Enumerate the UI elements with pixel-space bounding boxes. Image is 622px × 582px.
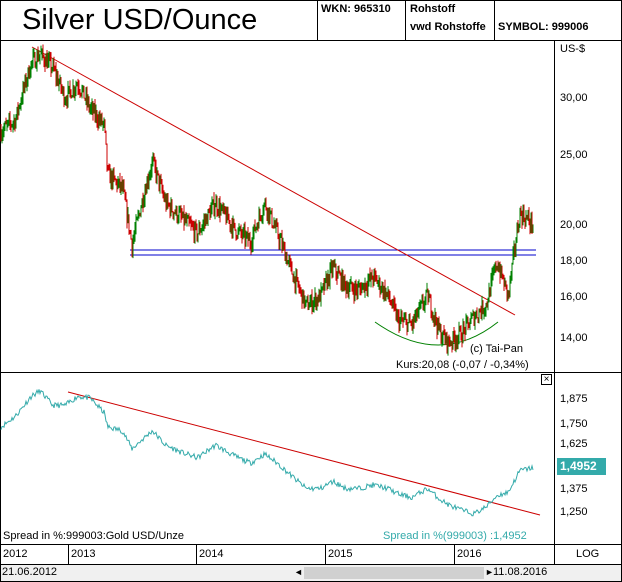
year-divider: [325, 545, 326, 564]
price-tick-label: 30,00: [560, 92, 588, 104]
spread-trendline: [67, 391, 541, 516]
category-label-1: Rohstoff: [410, 3, 456, 15]
price-plot: (c) Tai-Pan Kurs:20,08 (-0,07 / -0,34%): [0, 44, 536, 371]
start-date-label: 21.06.2012: [2, 566, 58, 578]
spread-tick-label: 1,750: [560, 418, 588, 430]
end-date-label: 11.08.2016: [493, 566, 548, 578]
close-panel-button[interactable]: ×: [541, 374, 552, 385]
price-tick-label: 20,00: [560, 219, 588, 231]
year-divider: [196, 545, 197, 564]
copyright-text: (c) Tai-Pan: [470, 343, 523, 355]
spread-tick-label: 1,250: [560, 506, 588, 518]
price-axis-divider: [554, 40, 555, 373]
spread-tick-label: 1,625: [560, 438, 588, 450]
price-tick-label: 18,00: [560, 255, 588, 267]
downtrend-line: [31, 46, 516, 316]
spread-plot: [0, 388, 541, 517]
spread-tick-label: 1,375: [560, 483, 588, 495]
log-scale-toggle[interactable]: LOG: [576, 548, 600, 560]
current-spread-badge: 1,4952: [557, 458, 606, 475]
year-divider: [454, 545, 455, 564]
wkn-label: WKN: 965310: [321, 3, 391, 15]
wkn-cell: [317, 0, 405, 41]
scrollbar-track[interactable]: [304, 567, 484, 579]
symbol-label: SYMBOL: 999006: [498, 21, 589, 33]
category-label-2: vwd Rohstoffe: [410, 21, 486, 33]
year-label: 2014: [199, 548, 224, 560]
spread-series: [0, 388, 534, 517]
price-tick-label: 25,00: [560, 149, 588, 161]
year-divider: [554, 545, 555, 564]
scroll-left-button[interactable]: ◄: [294, 567, 303, 577]
price-axis-unit: US-$: [560, 43, 586, 55]
price-tick-label: 16,00: [560, 291, 588, 303]
scroll-right-button[interactable]: ►: [485, 567, 494, 577]
spread-axis-divider: [554, 372, 555, 545]
bottom-arc: [374, 321, 499, 346]
year-divider: [68, 545, 69, 564]
chart-title: Silver USD/Ounce: [22, 4, 258, 36]
spread-label: Spread in %:999003:Gold USD/Unze: [3, 530, 184, 542]
spread-legend: Spread in %(999003) :1,4952: [383, 530, 527, 542]
year-label: 2013: [71, 548, 96, 560]
year-label: 2016: [457, 548, 482, 560]
last-quote-text: Kurs:20,08 (-0,07 / -0,34%): [396, 359, 529, 371]
year-label: 2015: [328, 548, 353, 560]
year-label: 2012: [3, 548, 28, 560]
spread-line: [0, 388, 534, 517]
category-cell: [405, 0, 494, 41]
price-tick-label: 14,00: [560, 332, 588, 344]
spread-tick-label: 1,875: [560, 393, 588, 405]
price-series: [0, 44, 534, 356]
